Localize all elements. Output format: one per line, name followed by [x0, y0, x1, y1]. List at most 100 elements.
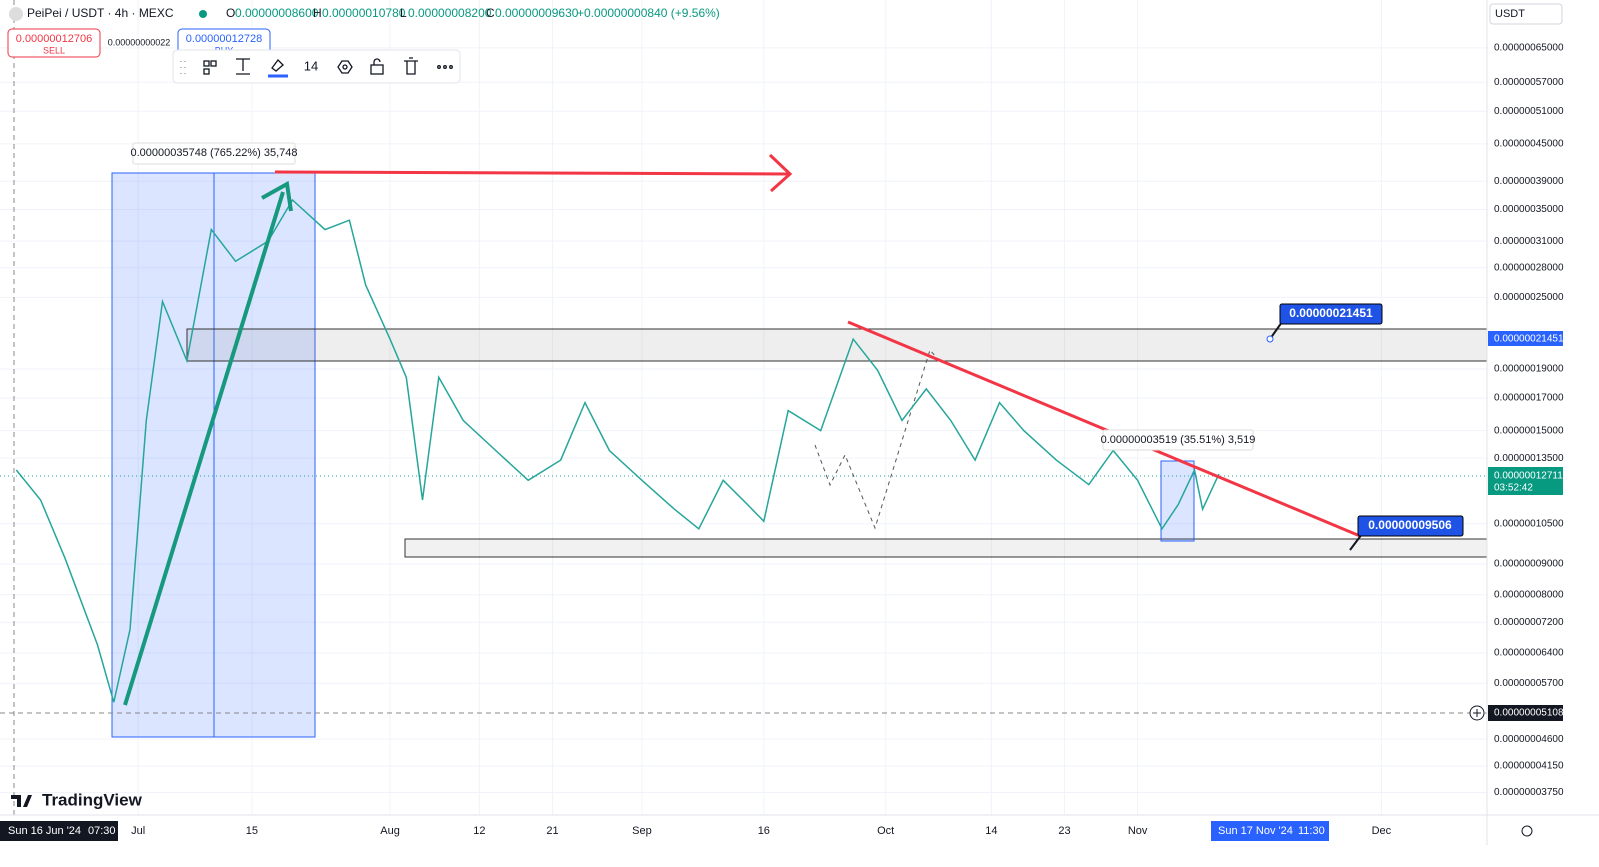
symbol-icon: [9, 7, 23, 21]
price-line: [15, 198, 1220, 703]
sell-price: 0.00000012706: [16, 33, 92, 45]
trend-line[interactable]: [847, 320, 1361, 538]
sell-label: SELL: [43, 45, 65, 55]
ohlc-value: 0.00000008600: [235, 6, 319, 20]
logo-text: TradingView: [42, 790, 143, 809]
callout-text: 0.00000021451: [1289, 306, 1373, 320]
ohlc-change: +0.00000000840 (+9.56%): [577, 6, 720, 20]
add-icon: [1473, 709, 1481, 717]
projection-path: [814, 348, 937, 530]
crosshair-date: Sun 16 Jun '24: [8, 825, 81, 837]
arrow-head: [261, 180, 293, 212]
y-tick-label: 0.00000009000: [1494, 559, 1564, 570]
selected-date: Sun 17 Nov '24: [1218, 825, 1293, 837]
icon-settings[interactable]: [337, 60, 353, 74]
x-tick-label: 12: [473, 825, 485, 837]
ohlc-label: L: [400, 6, 407, 20]
y-tick-label: 0.00000025000: [1494, 292, 1564, 303]
y-tick-label: 0.00000006400: [1494, 648, 1564, 659]
ohlc-value: 0.00000008200: [408, 6, 492, 20]
x-tick-label: Nov: [1128, 825, 1148, 837]
icon-lock: [373, 58, 381, 65]
drawing-toolbar: [172, 49, 461, 84]
measure-label: 0.00000003519 (35.51%) 3,519: [1101, 434, 1256, 446]
crosshair-price: 0.00000005108: [1494, 708, 1564, 719]
y-tick-label: 0.00000004150: [1494, 761, 1564, 772]
crosshair-price-tag: [1488, 705, 1563, 721]
icon-text[interactable]: [236, 58, 250, 75]
arrow-head: [768, 153, 793, 193]
y-tick-label: 0.00000010500: [1494, 518, 1564, 529]
symbol[interactable]: PeiPei / USDT · 4h · MEXC: [27, 6, 174, 20]
logo-mark: [11, 795, 32, 807]
drag-handle[interactable]: [180, 61, 186, 74]
x-tick-label: 21: [546, 825, 558, 837]
y-tick-label: 0.00000031000: [1494, 236, 1564, 247]
x-tick-label: Aug: [380, 825, 400, 837]
ohlc-value: 0.00000009630: [495, 6, 579, 20]
price-tag: [1488, 331, 1563, 346]
y-tick-label: 0.00000013500: [1494, 453, 1564, 464]
y-tick-label: 0.00000003750: [1494, 787, 1564, 798]
measure-label-box: [1102, 429, 1254, 451]
font-size[interactable]: 14: [304, 58, 318, 73]
support-zone[interactable]: [404, 538, 1488, 558]
selected-time-tag: [1211, 821, 1329, 841]
price-tag-text: 0.00000021451: [1494, 334, 1564, 345]
y-tick-label: 0.00000007200: [1494, 617, 1564, 628]
icon-more: [443, 65, 447, 69]
crosshair-time-tag: [0, 821, 118, 841]
price-line: [15, 198, 1220, 703]
target-arrow[interactable]: [274, 170, 791, 176]
icon-templates[interactable]: [210, 60, 217, 67]
icon-color[interactable]: [271, 59, 284, 72]
icon-lock[interactable]: [370, 64, 384, 75]
currency: USDT: [1495, 8, 1525, 20]
icon-templates[interactable]: [203, 68, 210, 75]
callout-box[interactable]: [1357, 515, 1464, 537]
icon-delete[interactable]: [404, 57, 418, 75]
measure-label-box: [132, 142, 296, 165]
measure-label: 0.00000035748 (765.22%) 35,748: [131, 147, 298, 159]
icon-templates[interactable]: [203, 60, 210, 67]
y-tick-label: 0.00000065000: [1494, 43, 1564, 54]
y-tick-label: 0.00000019000: [1494, 364, 1564, 375]
x-tick-label: Oct: [877, 825, 894, 837]
resistance-zone[interactable]: [186, 328, 1488, 362]
crosshair-time: 07:30: [88, 825, 116, 837]
trend-arrow[interactable]: [123, 191, 285, 706]
icon-more: [449, 65, 453, 69]
icon-more[interactable]: [437, 65, 441, 69]
price-axis: 0.00000065000 0.00000057000 0.00000051000 0…: [1494, 43, 1564, 799]
y-tick-label: 0.00000057000: [1494, 77, 1564, 88]
callout-anchor: [1266, 335, 1274, 343]
currency-select[interactable]: [1489, 3, 1563, 25]
ohlc-label: H: [313, 6, 322, 20]
y-tick-label: 0.00000051000: [1494, 106, 1564, 117]
ohlc-value: 0.00000010780: [322, 6, 406, 20]
y-tick-label: 0.00000039000: [1494, 176, 1564, 187]
settings-button[interactable]: [1521, 825, 1533, 837]
grid: [0, 0, 1487, 815]
callout-pointer: [1349, 533, 1363, 551]
spread: 0.00000000022: [108, 37, 171, 47]
measure-box[interactable]: [1160, 460, 1195, 542]
countdown: 03:52:42: [1494, 483, 1533, 494]
y-tick-label: 0.00000035000: [1494, 204, 1564, 215]
y-tick-label: 0.00000045000: [1494, 139, 1564, 150]
last-price: 0.00000012711: [1494, 471, 1563, 482]
ohlc-label: O: [226, 6, 235, 20]
ohlc-label: C: [486, 6, 495, 20]
sell-button[interactable]: [7, 28, 101, 58]
y-tick-label: 0.00000015000: [1494, 425, 1564, 436]
y-tick-label: 0.00000008000: [1494, 589, 1564, 600]
y-tick-label: 0.00000017000: [1494, 393, 1564, 404]
icon-settings: [342, 64, 348, 70]
callout-box[interactable]: [1279, 303, 1383, 325]
y-tick-label: 0.00000004600: [1494, 734, 1564, 745]
y-tick-label: 0.00000005700: [1494, 678, 1564, 689]
toolbar-icons: [180, 57, 453, 78]
callout-text: 0.00000009506: [1368, 518, 1452, 532]
y-tick-label: 0.00000028000: [1494, 262, 1564, 273]
